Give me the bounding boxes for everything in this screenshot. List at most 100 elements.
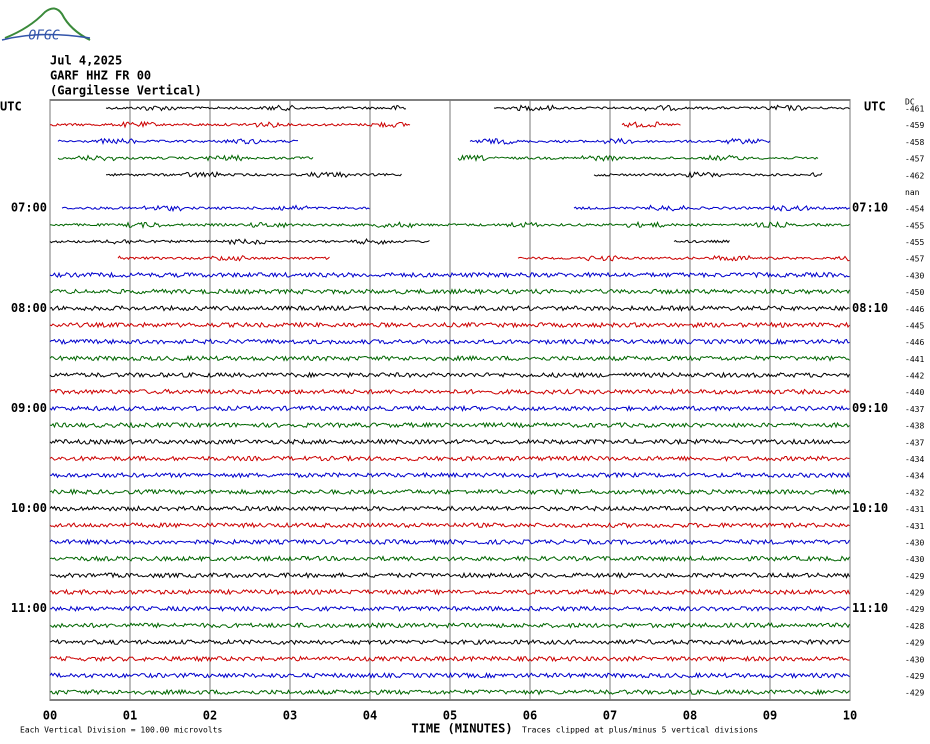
dc-label: -454	[905, 205, 924, 214]
hour-label-left: 07:00	[11, 201, 47, 215]
trace-segment	[49, 638, 850, 646]
trace-segment	[49, 220, 850, 230]
trace-segment	[49, 454, 850, 463]
trace-segment	[49, 588, 850, 596]
dc-label: -455	[905, 221, 924, 230]
dc-label: -442	[905, 372, 924, 381]
trace-segment	[621, 121, 681, 129]
dc-label: nan	[905, 188, 920, 197]
dc-label: -440	[905, 388, 924, 397]
dc-label: -446	[905, 305, 924, 314]
dc-label: -429	[905, 639, 924, 648]
x-tick-label: 03	[283, 709, 297, 723]
trace-segment	[673, 239, 730, 244]
trace-segment	[49, 488, 850, 496]
title-line: Jul 4,2025	[50, 54, 122, 68]
left-header: UTC	[0, 100, 22, 114]
dc-label: -429	[905, 589, 924, 598]
dc-label: -455	[905, 238, 924, 247]
trace-segment	[457, 154, 819, 163]
trace-segment	[49, 471, 850, 479]
dc-label: -430	[905, 655, 924, 664]
trace-segment	[49, 555, 850, 563]
dc-label: -431	[905, 505, 924, 514]
x-tick-label: 05	[443, 709, 457, 723]
dc-label: -461	[905, 105, 924, 114]
trace-segment	[493, 104, 850, 112]
hour-label-right: 11:10	[852, 601, 888, 615]
dc-label: -446	[905, 338, 924, 347]
x-tick-label: 02	[203, 709, 217, 723]
dc-label: -434	[905, 455, 924, 464]
trace-segment	[49, 371, 850, 379]
logo-swoosh	[1, 33, 91, 41]
logo-curve	[4, 7, 91, 41]
trace-segment	[49, 304, 850, 312]
dc-label: -430	[905, 555, 924, 564]
dc-label: -450	[905, 288, 924, 297]
trace-segment	[117, 255, 330, 262]
dc-label: -458	[905, 138, 924, 147]
trace-segment	[49, 388, 850, 396]
trace-segment	[517, 254, 850, 262]
dc-label: -437	[905, 405, 924, 414]
title-line: (Gargilesse Vertical)	[50, 84, 202, 98]
hour-label-left: 11:00	[11, 601, 47, 615]
x-tick-label: 06	[523, 709, 537, 723]
trace-segment	[49, 321, 850, 329]
hour-label-left: 10:00	[11, 501, 47, 515]
dc-label: -437	[905, 438, 924, 447]
trace-segment	[49, 271, 850, 279]
trace-segment	[49, 288, 850, 296]
logo: OFGC	[1, 7, 91, 44]
trace-segment	[49, 571, 850, 579]
dc-label: -430	[905, 538, 924, 547]
trace-segment	[49, 505, 850, 512]
dc-label: -457	[905, 155, 924, 164]
x-tick-label: 00	[43, 709, 57, 723]
dc-label: -434	[905, 472, 924, 481]
x-tick-label: 09	[763, 709, 777, 723]
dc-label: -431	[905, 522, 924, 531]
hour-label-right: 07:10	[852, 201, 888, 215]
x-tick-label: 04	[363, 709, 377, 723]
title-line: GARF HHZ FR 00	[50, 69, 151, 83]
dc-label: -428	[905, 622, 924, 631]
hour-label-right: 09:10	[852, 401, 888, 415]
trace-segment	[49, 655, 850, 663]
trace-segment	[49, 521, 850, 529]
logo-text: OFGC	[28, 29, 59, 44]
x-tick-label: 10	[843, 709, 857, 723]
dc-label: -459	[905, 121, 924, 130]
dc-label: -429	[905, 689, 924, 698]
dc-label: -441	[905, 355, 924, 364]
trace-segment	[106, 171, 402, 179]
trace-segment	[49, 538, 850, 546]
trace-segment	[593, 170, 823, 179]
trace-segment	[49, 688, 850, 696]
dc-label: -429	[905, 672, 924, 681]
trace-segment	[49, 421, 850, 429]
trace-segment	[49, 120, 411, 129]
trace-segment	[49, 605, 850, 613]
trace-segment	[49, 438, 850, 446]
trace-segment	[105, 104, 407, 112]
trace-segment	[49, 404, 850, 412]
dc-label: -462	[905, 171, 924, 180]
x-tick-label: 07	[603, 709, 617, 723]
trace-segment	[61, 204, 370, 213]
x-tick-label: 01	[123, 709, 137, 723]
hour-label-right: 10:10	[852, 501, 888, 515]
dc-label: -430	[905, 271, 924, 280]
trace-segment	[49, 338, 850, 346]
hour-label-left: 08:00	[11, 301, 47, 315]
dc-label: -457	[905, 255, 924, 264]
trace-segment	[49, 621, 850, 629]
trace-segment	[573, 204, 851, 212]
hour-label-right: 08:10	[852, 301, 888, 315]
dc-label: -438	[905, 422, 924, 431]
footer-left: Each Vertical Division = 100.00 microvol…	[20, 726, 222, 735]
trace-segment	[49, 671, 850, 679]
dc-label: -432	[905, 488, 924, 497]
